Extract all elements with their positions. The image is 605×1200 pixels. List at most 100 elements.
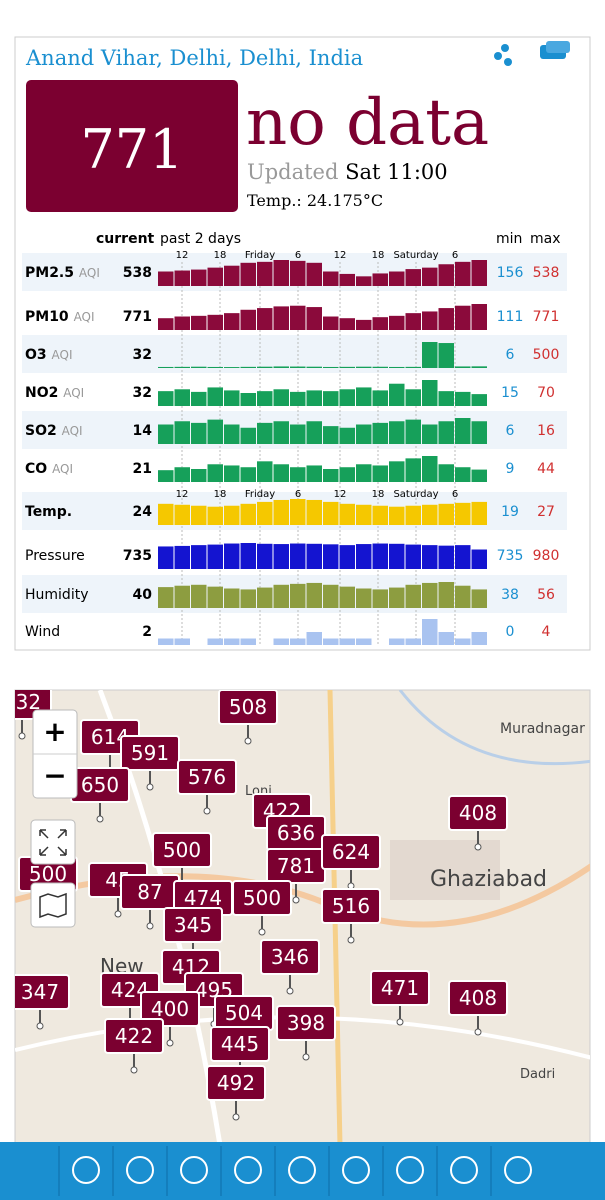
history-bar [389,543,405,569]
station-marker[interactable]: 492 [206,1065,266,1121]
history-bar [438,582,454,608]
nav-button[interactable] [166,1146,208,1196]
col-history: past 2 days [160,231,241,247]
history-bar [257,587,273,608]
station-marker[interactable]: 87 [120,874,180,930]
station-marker[interactable]: 781 [266,848,326,904]
marker-value: 345 [174,913,212,937]
row-name: Pressure [25,548,85,564]
row-label: Wind [25,624,60,640]
history-bar [323,469,339,482]
row-unit: AQI [79,266,100,280]
row-name: O3 [25,347,47,363]
nav-button[interactable] [436,1146,478,1196]
history-bar [306,307,322,330]
station-marker[interactable]: 624 [321,834,381,890]
fullscreen-button[interactable] [30,819,76,865]
marker-box [177,759,237,795]
history-bar [224,588,240,608]
marker-value: 781 [277,854,315,878]
nav-button[interactable] [274,1146,316,1196]
history-bar [455,545,471,569]
history-bar [339,503,355,525]
marker-dot [18,732,26,740]
station-marker[interactable]: 345 [163,907,223,963]
station-marker[interactable]: 650 [70,767,130,823]
station-marker[interactable]: 408 [448,795,508,851]
history-bar [356,276,372,286]
min-value: 111 [497,309,524,325]
history-bar [422,504,438,525]
nav-button[interactable] [220,1146,262,1196]
history-bar [405,544,421,569]
time-label: 6 [295,250,301,261]
row-name: Temp. [25,504,72,520]
station-marker[interactable]: 500 [232,880,292,936]
history-bar [455,467,471,482]
station-marker[interactable]: 504 [214,995,274,1051]
history-bar [372,273,388,286]
station-marker[interactable]: 636 [266,815,326,871]
layers-button[interactable] [30,882,76,928]
marker-value: 408 [459,986,497,1010]
station-marker[interactable]: 591 [120,735,180,791]
history-bar [422,342,438,368]
history-bar [471,260,487,286]
current-value: 24 [133,504,153,520]
history-bar [306,421,322,444]
history-bar [290,638,306,645]
share-icon[interactable] [494,44,512,66]
station-marker[interactable]: 576 [177,759,237,815]
history-bar [422,424,438,444]
history-bar [471,469,487,482]
max-value: 16 [537,423,555,439]
time-label: 6 [452,489,458,500]
history-bar [207,387,223,406]
history-bar [207,506,223,525]
station-marker[interactable]: 422 [104,1018,164,1074]
time-label: 12 [176,250,189,261]
marker-dot [292,896,300,904]
current-value: 771 [123,309,152,325]
history-bar [356,588,372,608]
station-marker[interactable]: 508 [218,690,278,745]
widget-icon[interactable] [540,41,570,59]
station-marker[interactable]: 400 [140,991,200,1047]
history-bar [290,366,306,368]
nav-button[interactable] [328,1146,370,1196]
history-bar [455,305,471,330]
nav-button[interactable] [58,1146,100,1196]
history-bar [455,418,471,444]
station-marker[interactable]: 347 [11,974,70,1030]
marker-value: 500 [163,838,201,862]
history-bar [372,505,388,525]
history-bar [389,587,405,608]
history-bar [174,366,190,368]
station-marker[interactable]: 474 [173,880,233,936]
station-marker[interactable]: 398 [276,1005,336,1061]
station-marker[interactable]: 471 [370,970,430,1026]
history-bar [455,638,471,645]
station-marker[interactable]: 500 [152,832,212,888]
nav-button[interactable] [490,1146,532,1196]
history-bar [290,424,306,444]
nav-button[interactable] [112,1146,154,1196]
marker-box [448,795,508,831]
station-marker[interactable]: 346 [260,939,320,995]
min-value: 19 [501,504,519,520]
history-bar [306,366,322,368]
station-marker[interactable]: 408 [448,980,508,1036]
station-marker[interactable]: 516 [321,888,381,944]
marker-dot [286,987,294,995]
history-bar [422,582,438,608]
max-value: 980 [533,548,560,564]
zoom-in[interactable]: + [43,715,66,748]
history-bar [405,366,421,368]
nav-button[interactable] [382,1146,424,1196]
history-bar [207,419,223,444]
history-bar [273,260,289,286]
history-bar [339,586,355,608]
zoom-control: + − [32,709,78,799]
zoom-out[interactable]: − [43,759,66,792]
history-bar [158,318,174,330]
